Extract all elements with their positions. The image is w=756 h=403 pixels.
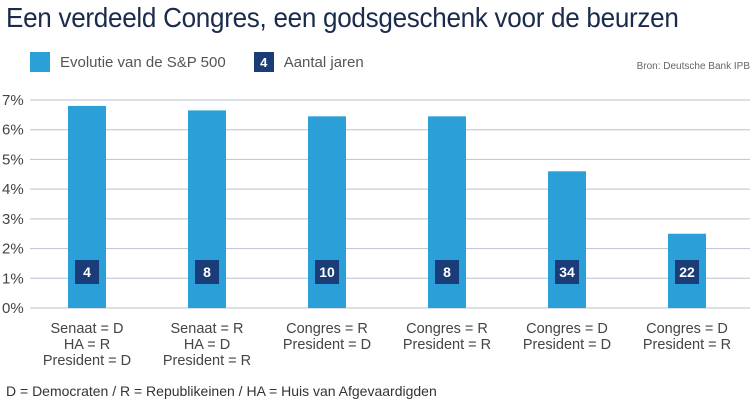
x-tick-label: Congres = R — [286, 321, 368, 337]
y-tick-label: 2% — [2, 241, 24, 258]
bar — [548, 171, 586, 308]
years-badge — [195, 260, 219, 284]
y-tick-label: 4% — [2, 181, 24, 198]
x-tick-label: Senaat = R — [171, 321, 244, 337]
y-tick-label: 3% — [2, 211, 24, 228]
years-badge — [555, 260, 579, 284]
source-note: Bron: Deutsche Bank IPB — [636, 61, 750, 72]
legend-badge-years: 4 — [253, 52, 274, 72]
x-tick-label: Congres = D — [526, 321, 608, 337]
legend-label-sp500: Evolutie van de S&P 500 — [60, 53, 226, 71]
x-tick-label: HA = R — [64, 337, 110, 353]
years-badge — [75, 260, 99, 284]
y-tick-label: 6% — [2, 122, 24, 139]
years-badge-value: 8 — [443, 264, 451, 280]
chart-title: Een verdeeld Congres, een godsgeschenk v… — [6, 2, 679, 33]
x-tick-label: President = R — [163, 353, 251, 369]
x-tick-label: President = R — [403, 337, 491, 353]
years-badge-value: 34 — [559, 264, 575, 280]
x-tick-label: President = D — [523, 337, 611, 353]
x-tick-label: Congres = D — [646, 321, 728, 337]
years-badge — [435, 260, 459, 284]
years-badge-value: 22 — [679, 264, 695, 280]
y-tick-label: 7% — [2, 92, 24, 109]
y-tick-label: 5% — [2, 151, 24, 168]
legend-swatch-sp500 — [30, 52, 50, 72]
years-badge — [675, 260, 699, 284]
x-tick-label: President = D — [43, 353, 131, 369]
x-tick-label: President = R — [643, 337, 731, 353]
x-tick-label: President = D — [283, 337, 371, 353]
years-badge-value: 4 — [83, 264, 91, 280]
y-tick-label: 0% — [2, 300, 24, 317]
legend-label-years: Aantal jaren — [283, 53, 364, 71]
legend: Evolutie van de S&P 500 4 Aantal jaren — [30, 52, 364, 72]
years-badge-value: 10 — [319, 264, 335, 280]
years-badge — [315, 260, 339, 284]
y-tick-label: 1% — [2, 270, 24, 287]
x-tick-label: HA = D — [184, 337, 230, 353]
x-tick-label: Senaat = D — [51, 321, 124, 337]
years-badge-value: 8 — [203, 264, 211, 280]
footnote: D = Democraten / R = Republikeinen / HA … — [6, 383, 437, 399]
x-tick-label: Congres = R — [406, 321, 488, 337]
